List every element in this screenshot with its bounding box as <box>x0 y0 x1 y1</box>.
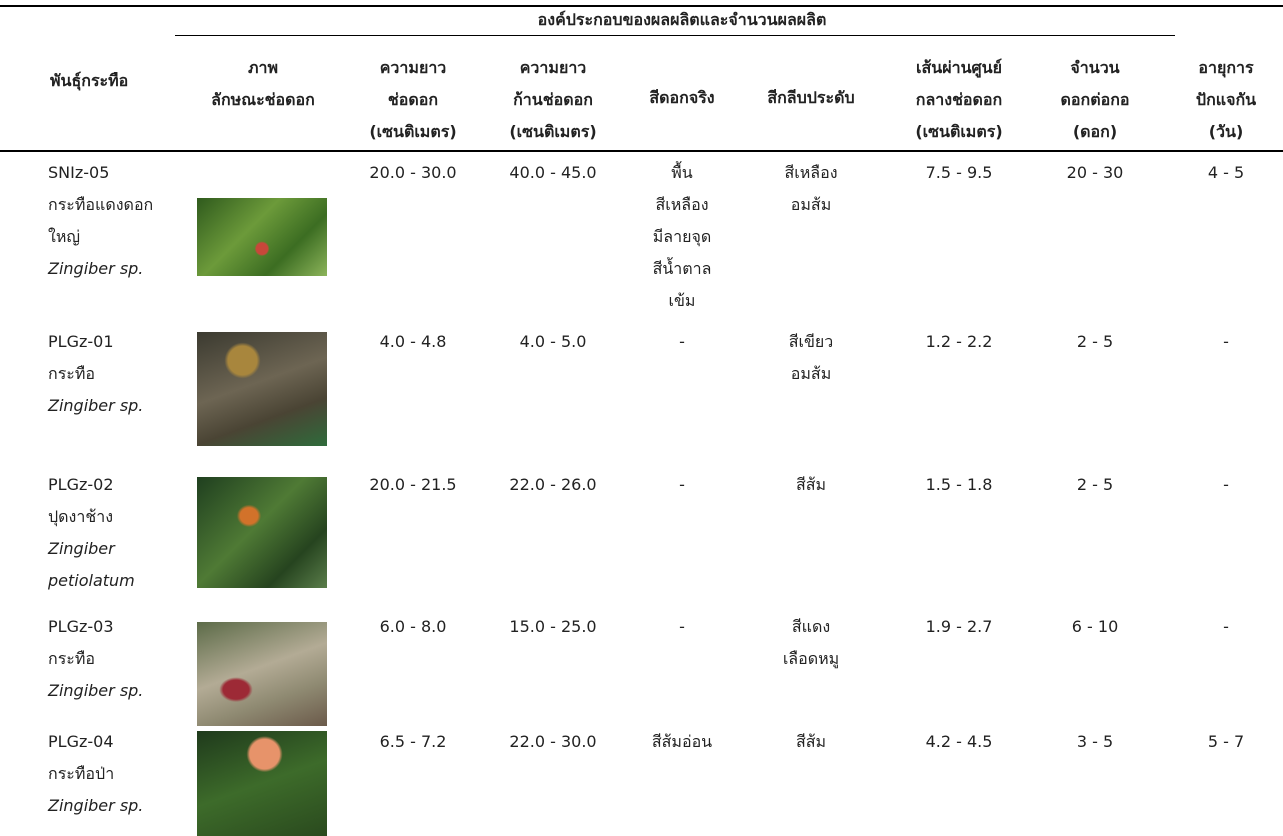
cell-value: 15.0 - 25.0 <box>509 612 596 642</box>
cell-value: 4 - 5 <box>1208 158 1244 188</box>
cell-value: - <box>679 470 685 500</box>
cell-value: 20 - 30 <box>1067 158 1124 188</box>
column-header: (วัน) <box>1209 117 1244 147</box>
cell-value: 6 - 10 <box>1072 612 1118 642</box>
cell-value: 6.5 - 7.2 <box>380 727 447 757</box>
species-name: Zingiber sp. <box>48 791 143 821</box>
cell-value: 20.0 - 21.5 <box>369 470 456 500</box>
cell-value: 20.0 - 30.0 <box>369 158 456 188</box>
variety-name: กระทือแดงดอก <box>48 190 153 220</box>
column-header: ปักแจกัน <box>1196 85 1256 115</box>
header-rule <box>0 150 1283 152</box>
group-rule <box>175 35 1175 36</box>
cell-value: สีเหลือง <box>655 190 708 220</box>
column-header: ดอกต่อกอ <box>1061 85 1130 115</box>
species-name: Zingiber sp. <box>48 254 143 284</box>
cell-value: 4.0 - 4.8 <box>380 327 447 357</box>
variety-name: กระทือ <box>48 644 95 674</box>
column-header: กลางช่อดอก <box>916 85 1002 115</box>
variety-name: PLGz-01 <box>48 327 114 357</box>
variety-name: กระทือ <box>48 359 95 389</box>
column-header: สีดอกจริง <box>649 83 714 113</box>
cell-value: 5 - 7 <box>1208 727 1244 757</box>
cell-value: 2 - 5 <box>1077 470 1113 500</box>
column-header: อายุการ <box>1198 53 1253 83</box>
column-header: สีกลีบประดับ <box>767 83 854 113</box>
cell-value: 6.0 - 8.0 <box>380 612 447 642</box>
column-header: พันธุ์กระทือ <box>50 66 128 96</box>
variety-name: PLGz-03 <box>48 612 114 642</box>
cell-value: 4.0 - 5.0 <box>520 327 587 357</box>
page: องค์ประกอบของผลผลิตและจำนวนผลผลิต (() =>… <box>0 0 1283 836</box>
cell-value: 40.0 - 45.0 <box>509 158 596 188</box>
cell-value: - <box>1223 470 1229 500</box>
column-header: (เซนติเมตร) <box>915 117 1002 147</box>
cell-value: สีส้มอ่อน <box>652 727 712 757</box>
variety-name: PLGz-02 <box>48 470 114 500</box>
cell-value: สีน้ำตาล <box>653 254 712 284</box>
cell-value: สีส้ม <box>796 727 826 757</box>
inflorescence-photo <box>197 198 327 276</box>
group-header: องค์ประกอบของผลผลิตและจำนวนผลผลิต <box>538 5 827 35</box>
column-header: ลักษณะช่อดอก <box>211 85 315 115</box>
column-header: ช่อดอก <box>388 85 438 115</box>
cell-value: 4.2 - 4.5 <box>926 727 993 757</box>
variety-name: SNIz-05 <box>48 158 109 188</box>
column-header: ความยาว <box>520 53 587 83</box>
cell-value: 2 - 5 <box>1077 327 1113 357</box>
column-header: ความยาว <box>380 53 447 83</box>
variety-name: ใหญ่ <box>48 222 80 252</box>
cell-value: 1.5 - 1.8 <box>926 470 993 500</box>
column-header: (ดอก) <box>1073 117 1117 147</box>
variety-name: กระทือป่า <box>48 759 114 789</box>
cell-value: 1.2 - 2.2 <box>926 327 993 357</box>
cell-value: สีแดง <box>792 612 830 642</box>
cell-value: พื้น <box>671 158 692 188</box>
cell-value: 1.9 - 2.7 <box>926 612 993 642</box>
cell-value: มีลายจุด <box>653 222 711 252</box>
variety-name: ปุดงาช้าง <box>48 502 113 532</box>
cell-value: สีส้ม <box>796 470 826 500</box>
column-header: (เซนติเมตร) <box>509 117 596 147</box>
cell-value: 7.5 - 9.5 <box>926 158 993 188</box>
column-header: จำนวน <box>1070 53 1119 83</box>
cell-value: อมส้ม <box>791 190 831 220</box>
cell-value: 22.0 - 30.0 <box>509 727 596 757</box>
cell-value: - <box>679 612 685 642</box>
cell-value: สีเหลือง <box>784 158 837 188</box>
cell-value: สีเขียว <box>789 327 834 357</box>
inflorescence-photo <box>197 477 327 588</box>
cell-value: - <box>1223 612 1229 642</box>
species-name: Zingiber sp. <box>48 391 143 421</box>
inflorescence-photo <box>197 332 327 446</box>
inflorescence-photo <box>197 622 327 726</box>
column-header: (เซนติเมตร) <box>369 117 456 147</box>
species-name: Zingiber <box>48 534 115 564</box>
species-name: Zingiber sp. <box>48 676 143 706</box>
column-header: ภาพ <box>248 53 278 83</box>
cell-value: อมส้ม <box>791 359 831 389</box>
cell-value: 22.0 - 26.0 <box>509 470 596 500</box>
species-name: petiolatum <box>48 566 135 596</box>
inflorescence-photo <box>197 731 327 836</box>
cell-value: 3 - 5 <box>1077 727 1113 757</box>
column-header: เส้นผ่านศูนย์ <box>916 53 1002 83</box>
cell-value: - <box>679 327 685 357</box>
cell-value: เข้ม <box>669 286 696 316</box>
column-header: ก้านช่อดอก <box>513 85 593 115</box>
variety-name: PLGz-04 <box>48 727 114 757</box>
cell-value: เลือดหมู <box>783 644 839 674</box>
cell-value: - <box>1223 327 1229 357</box>
